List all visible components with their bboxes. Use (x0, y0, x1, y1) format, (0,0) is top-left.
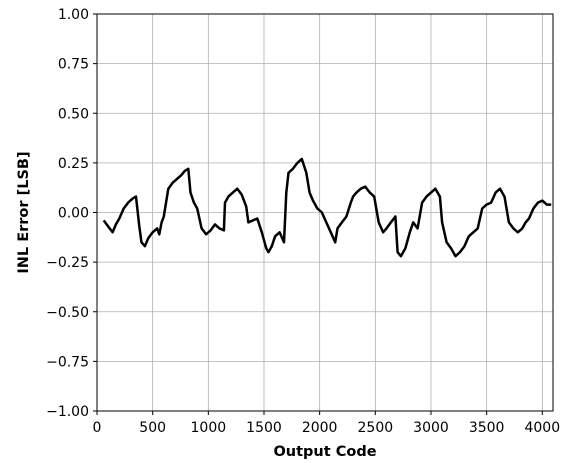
y-tick-label: −0.25 (46, 255, 89, 271)
y-tick-label: 0.25 (58, 156, 89, 172)
x-tick-label: 2500 (358, 420, 394, 436)
x-tick-label: 2000 (302, 420, 338, 436)
x-tick-label: 0 (93, 420, 102, 436)
y-tick-label: −0.75 (46, 354, 89, 370)
ticks: 0 500 1000 1500 2000 2500 3000 3500 4000 −1.00 −0.… (46, 7, 560, 436)
y-tick-label: 0.75 (58, 57, 89, 73)
y-tick-label: 0.00 (58, 206, 89, 222)
y-axis-title: INL Error [LSB] (16, 151, 32, 273)
x-tick-label: 1000 (191, 420, 227, 436)
y-tick-label: 0.50 (58, 106, 89, 122)
y-tick-label: 1.00 (58, 7, 89, 23)
x-tick-label: 3500 (469, 420, 505, 436)
y-tick-label: −1.00 (46, 404, 89, 420)
x-axis-title: Output Code (273, 444, 376, 460)
x-tick-label: 500 (139, 420, 166, 436)
y-tick-label: −0.50 (46, 305, 89, 321)
x-tick-label: 1500 (246, 420, 282, 436)
inl-series-line (102, 157, 552, 258)
series-layer (102, 157, 552, 258)
x-tick-label: 4000 (524, 420, 560, 436)
x-tick-label: 3000 (413, 420, 449, 436)
